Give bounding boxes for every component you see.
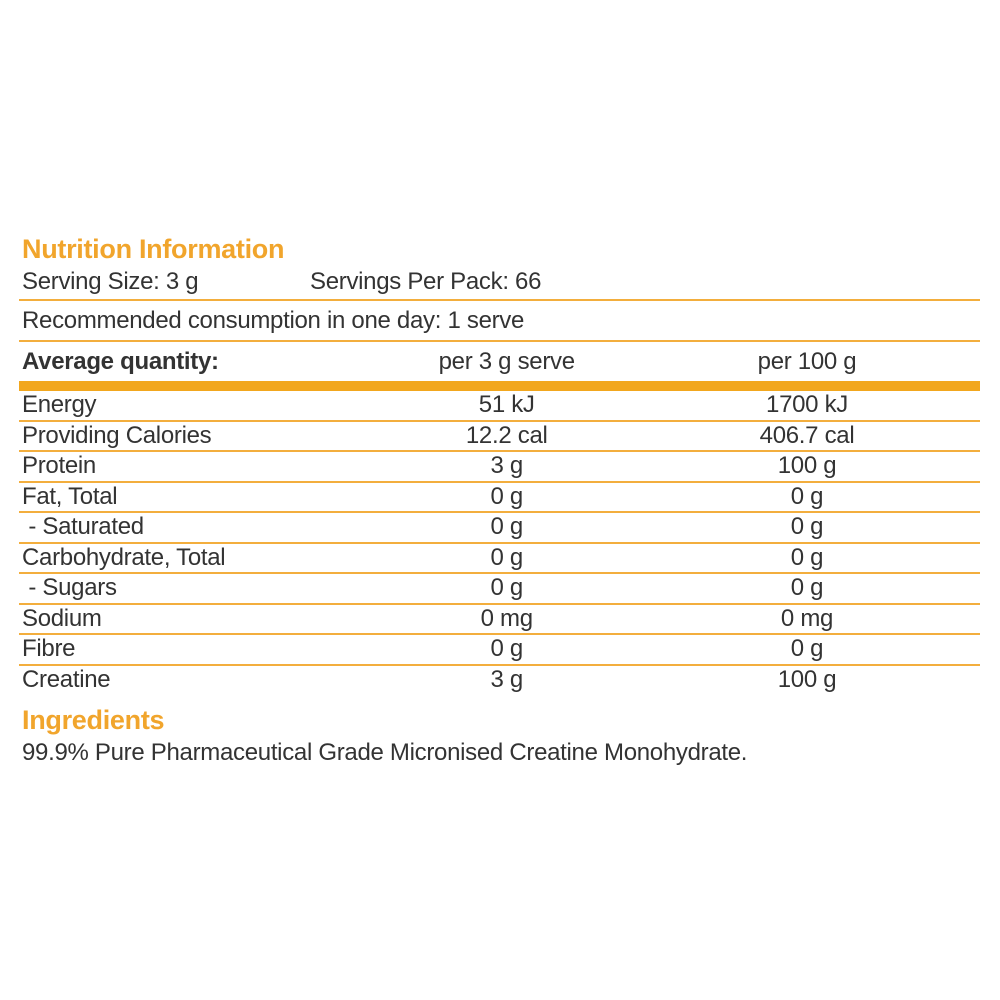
row-per-serve-value: 3 g — [490, 665, 523, 693]
row-per-100g-value: 1700 kJ — [766, 391, 848, 418]
row-per-serve-value: 12.2 cal — [465, 421, 548, 449]
row-per-100g-value: 0 g — [790, 635, 824, 662]
row-per-100g-value: 100 g — [777, 665, 837, 693]
row-label: Creatine — [22, 665, 111, 693]
table-row: Carbohydrate, Total 0 g 0 g — [19, 543, 980, 574]
nutrition-rows: Energy 51 kJ 1700 kJ Providing Calories … — [19, 391, 980, 696]
table-row: Sodium 0 mg 0 mg — [19, 604, 980, 635]
table-header-row: Average quantity: per 3 g serve per 100 … — [19, 342, 980, 381]
table-row: - Saturated 0 g 0 g — [19, 513, 980, 544]
row-label: - Saturated — [22, 513, 144, 540]
row-label: Energy — [22, 391, 97, 418]
row-per-100g-value: 0 mg — [780, 604, 834, 632]
row-per-100g-value: 406.7 cal — [759, 421, 855, 449]
ingredients-title: Ingredients — [22, 704, 165, 735]
table-row: Protein 3 g 100 g — [19, 452, 980, 483]
table-row: Fat, Total 0 g 0 g — [19, 482, 980, 513]
row-per-serve-value: 0 g — [490, 482, 523, 510]
row-label: - Sugars — [22, 574, 117, 601]
recommended-consumption-text: Recommended consumption in one day: 1 se… — [19, 301, 980, 342]
label-content: Nutrition Information Serving Size: 3 g … — [19, 232, 980, 768]
row-label: Sodium — [22, 604, 102, 632]
column-header-average-quantity: Average quantity: — [22, 348, 219, 375]
row-per-serve-value: 0 g — [490, 635, 523, 662]
row-label: Protein — [22, 452, 96, 479]
nutrition-information-title: Nutrition Information — [22, 234, 285, 264]
row-label: Fat, Total — [22, 482, 118, 510]
row-per-100g-value: 0 g — [790, 482, 824, 510]
row-per-100g-value: 100 g — [777, 452, 837, 479]
row-label: Carbohydrate, Total — [22, 543, 226, 571]
table-row: Creatine 3 g 100 g — [19, 666, 980, 696]
row-label: Providing Calories — [22, 421, 212, 449]
row-per-100g-value: 0 g — [790, 574, 824, 601]
table-row: Energy 51 kJ 1700 kJ — [19, 391, 980, 422]
servings-per-pack-text: Servings Per Pack: 66 — [310, 268, 542, 295]
row-per-serve-value: 0 g — [490, 543, 523, 571]
row-per-serve-value: 51 kJ — [478, 391, 535, 418]
table-row: Fibre 0 g 0 g — [19, 635, 980, 666]
row-per-serve-value: 3 g — [490, 452, 523, 479]
row-per-100g-value: 0 g — [790, 513, 824, 540]
row-per-serve-value: 0 mg — [480, 604, 533, 632]
ingredients-text: 99.9% Pure Pharmaceutical Grade Micronis… — [22, 738, 748, 766]
row-label: Fibre — [22, 635, 76, 662]
column-header-per-serve: per 3 g serve — [438, 348, 575, 375]
serving-size-text: Serving Size: 3 g — [22, 268, 199, 295]
table-row: - Sugars 0 g 0 g — [19, 574, 980, 605]
table-row: Providing Calories 12.2 cal 406.7 cal — [19, 421, 980, 452]
serving-row: Serving Size: 3 g Servings Per Pack: 66 — [19, 267, 980, 301]
column-header-per-100g: per 100 g — [757, 348, 857, 375]
row-per-serve-value: 0 g — [490, 513, 523, 540]
header-divider-bar — [19, 381, 980, 391]
row-per-100g-value: 0 g — [790, 543, 824, 571]
row-per-serve-value: 0 g — [490, 574, 523, 601]
